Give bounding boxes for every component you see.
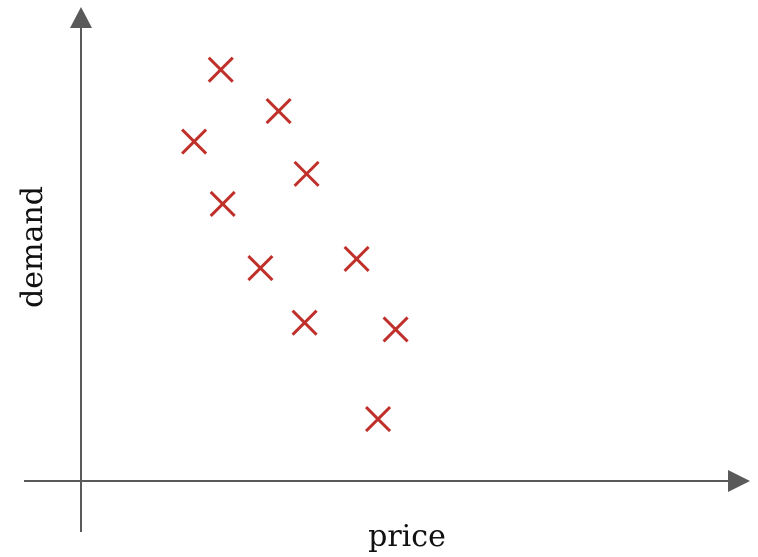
x-axis-label: price bbox=[368, 519, 446, 554]
data-point bbox=[265, 98, 292, 125]
data-point bbox=[207, 56, 234, 83]
data-point bbox=[247, 254, 274, 282]
y-axis-label: demand bbox=[15, 186, 50, 308]
data-point bbox=[181, 128, 208, 155]
data-point bbox=[291, 309, 318, 336]
y-axis-arrowhead bbox=[70, 7, 92, 28]
data-point bbox=[343, 245, 370, 273]
data-point bbox=[209, 190, 236, 217]
data-point bbox=[293, 160, 320, 187]
y-axis bbox=[70, 7, 92, 532]
data-point bbox=[382, 316, 409, 343]
x-axis bbox=[24, 470, 750, 492]
data-point bbox=[364, 406, 392, 433]
data-points bbox=[181, 56, 409, 433]
x-axis-arrowhead bbox=[728, 470, 750, 492]
